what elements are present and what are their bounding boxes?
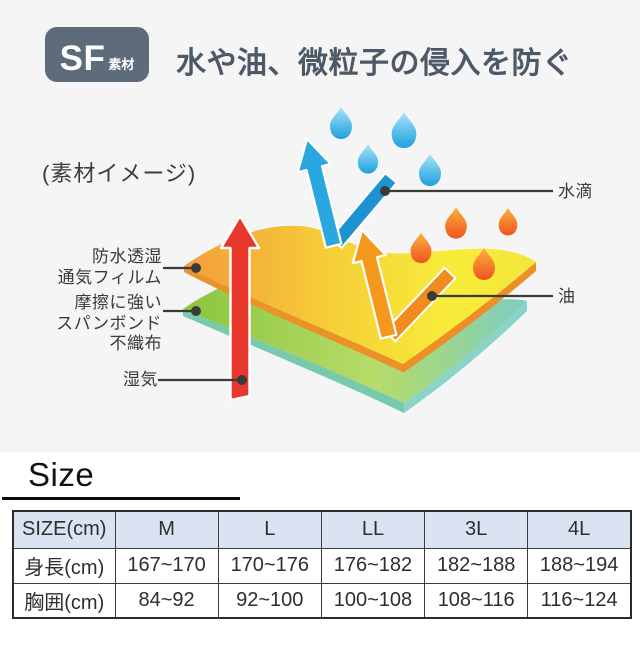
film-layer-label: 防水透湿 通気フィルム — [40, 247, 162, 288]
moisture-label: 湿気 — [123, 370, 158, 389]
material-feature-section: SF 素材 水や油、微粒子の侵入を防ぐ — [40, 27, 593, 413]
moisture-arrow — [219, 214, 261, 402]
chest-m: 84~92 — [114, 582, 219, 619]
chest-l: 92~100 — [217, 582, 322, 619]
material-image-caption: (素材イメージ) — [42, 161, 197, 186]
chest-4l: 116~124 — [527, 582, 632, 619]
leader-dots — [191, 186, 437, 385]
water-droplet-label: 水滴 — [558, 182, 593, 201]
height-4l: 188~194 — [527, 547, 632, 584]
height-m: 167~170 — [114, 547, 219, 584]
height-row: 身長(cm) 167~170 170~176 176~182 182~188 1… — [12, 547, 632, 584]
film-label-line1: 防水透湿 — [92, 247, 162, 266]
size-section: Size SIZE(cm) M L LL 3L 4L 身長(cm) 167~17… — [0, 452, 640, 651]
col-header-l: L — [217, 510, 322, 549]
height-3l: 182~188 — [424, 547, 529, 584]
col-header-4l: 4L — [527, 510, 632, 549]
material-diagram — [158, 107, 553, 413]
col-header-m: M — [114, 510, 219, 549]
film-label-line2: 通気フィルム — [57, 267, 162, 287]
oil-label: 油 — [558, 287, 576, 306]
spunbond-label-line3: 不織布 — [109, 334, 162, 353]
size-table-header-row: SIZE(cm) M L LL 3L 4L — [12, 510, 632, 549]
height-ll: 176~182 — [320, 547, 426, 584]
badge-sf-label: SF — [59, 38, 106, 78]
section-title: 水や油、微粒子の侵入を防ぐ — [176, 47, 573, 80]
col-header-ll: LL — [320, 510, 426, 549]
chest-row: 胸囲(cm) 84~92 92~100 100~108 108~116 116~… — [12, 582, 632, 619]
height-row-label: 身長(cm) — [12, 547, 116, 584]
oil-bounce-arrow — [344, 224, 457, 343]
spunbond-label-line2: スパンボンド — [56, 313, 162, 333]
badge-material-label: 素材 — [108, 57, 135, 72]
spunbond-layer-label: 摩擦に強い スパンボンド 不織布 — [40, 293, 162, 355]
size-col-header: SIZE(cm) — [12, 510, 116, 549]
size-heading: Size — [2, 456, 240, 500]
spunbond-label-line1: 摩擦に強い — [74, 293, 162, 312]
chest-row-label: 胸囲(cm) — [12, 582, 116, 619]
leader-lines — [158, 189, 553, 382]
height-l: 170~176 — [217, 547, 322, 584]
size-table: SIZE(cm) M L LL 3L 4L 身長(cm) 167~170 170… — [12, 510, 632, 619]
col-header-3l: 3L — [424, 510, 529, 549]
sf-material-badge: SF 素材 — [45, 27, 149, 82]
chest-3l: 108~116 — [424, 582, 529, 619]
chest-ll: 100~108 — [320, 582, 426, 619]
